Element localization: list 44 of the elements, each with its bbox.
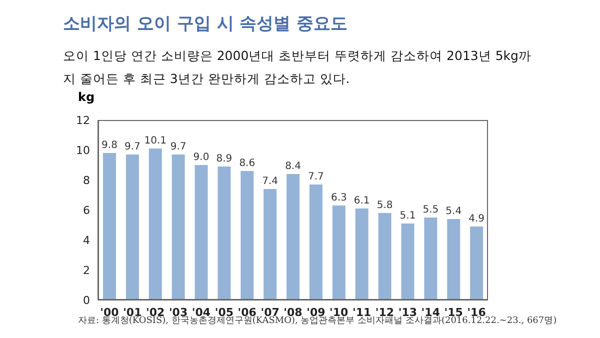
data-label: 5.4 [446,206,462,217]
data-label: 9.0 [193,152,210,163]
bar [126,154,139,300]
data-label: 6.3 [330,192,347,204]
bar [240,171,254,300]
bar [401,224,414,300]
y-axis-title: kg [78,90,95,104]
bar [286,174,300,300]
bar [218,166,231,300]
bar [148,148,162,300]
y-tick-label: 0 [83,294,90,307]
data-label: 7.7 [308,172,324,182]
data-label: 8.4 [285,161,301,172]
y-tick-label: 6 [83,204,90,217]
y-tick-label: 10 [76,144,90,157]
bar [172,154,185,300]
data-label: 6.1 [354,196,370,206]
y-tick-label: 2 [83,264,90,277]
y-tick-label: 4 [83,234,90,247]
data-label: 5.8 [376,200,393,211]
bar [424,218,438,300]
chart-subtitle: 오이 1인당 연간 소비량은 2000년대 초반부터 뚜렷하게 감소하여 2013년 5kg까지 줄어든 후 최근 3년간 완만하게 감소하고 있다. [63,47,532,88]
bar [355,208,368,300]
data-label: 9.7 [170,142,186,152]
bar [332,206,346,300]
data-label: 5.5 [422,204,439,216]
data-label: 8.9 [216,154,232,164]
bar [264,189,277,300]
data-label: 7.4 [262,176,278,187]
bar [378,213,392,300]
y-tick-label: 12 [76,114,90,127]
data-label: 5.1 [400,210,416,222]
bar [194,165,208,300]
data-label: 4.9 [468,214,485,224]
data-label: 9.7 [124,142,140,152]
data-label: 9.8 [102,140,118,151]
bar [103,153,116,300]
bar [447,219,460,300]
bar [309,184,322,300]
y-tick-label: 8 [83,174,90,187]
data-label: 10.1 [144,136,167,146]
chart-title: 소비자의 오이 구입 시 속성별 중요도 [63,13,348,35]
bar [470,226,484,300]
data-label: 8.6 [239,158,256,169]
